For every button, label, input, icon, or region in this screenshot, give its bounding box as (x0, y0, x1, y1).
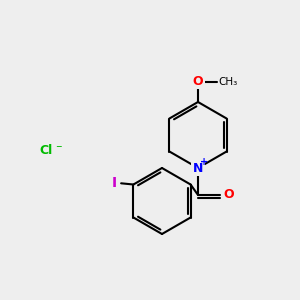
Text: ⁻: ⁻ (56, 143, 62, 157)
Text: +: + (200, 157, 208, 167)
Text: N: N (193, 161, 203, 175)
Text: I: I (112, 176, 117, 190)
Text: CH₃: CH₃ (218, 76, 237, 87)
Text: O: O (193, 75, 203, 88)
Text: O: O (224, 188, 234, 202)
Text: Cl: Cl (39, 143, 52, 157)
